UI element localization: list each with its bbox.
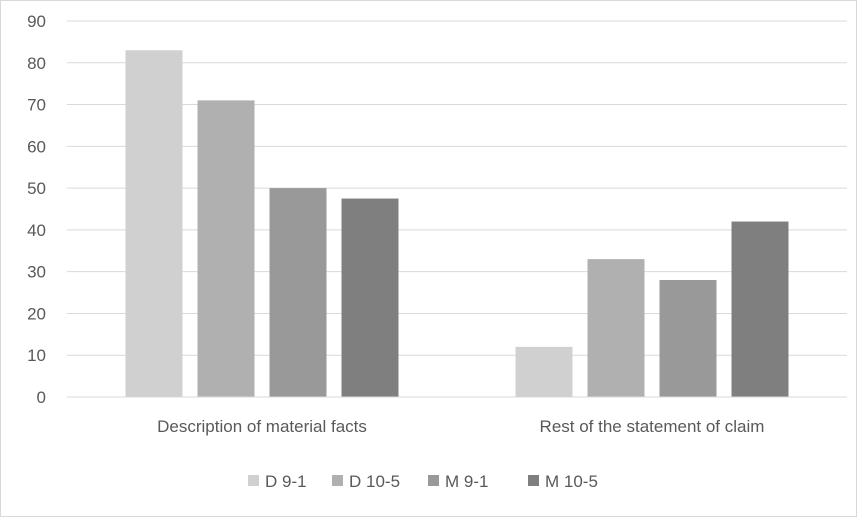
y-tick-label-30: 30: [27, 263, 46, 282]
bar-1-2: [197, 100, 255, 397]
y-tick-label-70: 70: [27, 96, 46, 115]
legend-swatch-3: [428, 475, 439, 486]
bar-2-1: [515, 346, 573, 397]
legend-swatch-2: [332, 475, 343, 486]
bar-2-2: [587, 259, 645, 397]
y-tick-label-90: 90: [27, 12, 46, 31]
y-tick-label-0: 0: [37, 388, 46, 407]
legend-label-1: D 9-1: [265, 472, 307, 491]
gridlines: [67, 20, 847, 356]
y-tick-label-60: 60: [27, 137, 46, 156]
category-labels: Description of material facts Rest of the…: [157, 417, 764, 436]
legend-label-3: M 9-1: [445, 472, 488, 491]
y-axis-ticks: 0 10 20 30 40 50 60 70 80 90: [27, 12, 46, 407]
bar-1-3: [269, 188, 327, 397]
y-tick-label-50: 50: [27, 179, 46, 198]
legend: D 9-1 D 10-5 M 9-1 M 10-5: [248, 472, 598, 491]
category-label-2: Rest of the statement of claim: [540, 417, 765, 436]
y-tick-label-20: 20: [27, 304, 46, 323]
y-tick-label-10: 10: [27, 346, 46, 365]
legend-swatch-4: [528, 475, 539, 486]
y-tick-label-40: 40: [27, 221, 46, 240]
bar-1-1: [125, 50, 183, 397]
y-tick-label-80: 80: [27, 54, 46, 73]
bar-2-3: [659, 280, 717, 397]
bars: [125, 50, 789, 397]
legend-label-2: D 10-5: [349, 472, 400, 491]
legend-swatch-1: [248, 475, 259, 486]
category-label-1: Description of material facts: [157, 417, 367, 436]
bar-2-4: [731, 221, 789, 397]
bar-1-4: [341, 198, 399, 397]
legend-label-4: M 10-5: [545, 472, 598, 491]
